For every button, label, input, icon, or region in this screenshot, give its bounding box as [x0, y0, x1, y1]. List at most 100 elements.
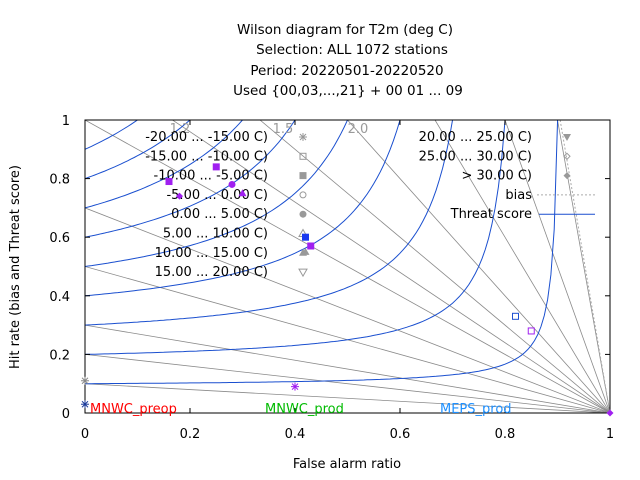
data-point-shape [512, 312, 519, 320]
x-tick-label: 1 [606, 427, 614, 442]
plot-area: 00 0.2 0.2 0.4 0.4 0.6 0.6 0.8 0.8 1 1 1.2 1.5 2.0 -20… [49, 114, 614, 442]
legend-marker [299, 210, 307, 218]
legend-marker-shape [563, 152, 571, 161]
bias-line [85, 324, 610, 413]
bias-line [85, 120, 610, 413]
threat-score-curve [85, 120, 401, 297]
y-tick-label: 0.6 [49, 231, 70, 246]
model-label: MEPS_prod [440, 402, 512, 417]
data-point [165, 178, 173, 186]
bias-line [85, 207, 610, 413]
legend-marker-shape [299, 210, 307, 218]
chart-title: Wilson diagram for T2m (deg C) Selection… [233, 22, 463, 99]
threat-score-curve [85, 120, 244, 209]
legend-label: bias [505, 188, 532, 203]
legend-label: > 30.00 C) [461, 169, 532, 184]
data-point-shape [302, 233, 309, 241]
data-point [238, 189, 247, 197]
legend-marker [299, 152, 307, 160]
x-tick-label: 0.2 [180, 427, 201, 442]
y-tick-label: 0.2 [49, 348, 70, 363]
legend-label: -10.00 ... -5.00 C) [154, 169, 269, 184]
legend-marker-shape [563, 172, 571, 180]
bias-line [557, 120, 610, 413]
legend-label: 0.00 ... 5.00 C) [171, 207, 268, 222]
data-point [291, 382, 299, 391]
threat-score-curve [85, 120, 349, 267]
legend-marker [563, 134, 571, 141]
data-point [81, 400, 89, 409]
bias-line [172, 120, 610, 413]
data-point [301, 247, 310, 255]
data-point [228, 180, 236, 188]
legend-marker-shape [299, 152, 307, 160]
data-point-shape [606, 409, 614, 417]
title-line-4: Used {00,03,...,21} + 00 01 ... 09 [233, 83, 463, 99]
bias-line [504, 120, 610, 413]
legend-label: 10.00 ... 15.00 C) [155, 246, 268, 261]
data-point-shape [527, 327, 535, 335]
legend-marker [563, 152, 571, 161]
bias-line-label: 2.0 [348, 122, 369, 137]
data-point-shape [176, 192, 183, 200]
data-point-shape [228, 180, 236, 188]
x-tick-label: 0.8 [495, 427, 516, 442]
legend-marker-shape [299, 172, 307, 180]
bias-line-dotted [559, 120, 610, 413]
threat-score-curve [85, 120, 559, 385]
legend-marker [299, 172, 307, 180]
y-axis-label: Hit rate (bias and Threat score) [8, 165, 23, 369]
y-tick-label: 1 [62, 114, 70, 129]
bias-line [434, 120, 610, 413]
legend-label: 5.00 ... 10.00 C) [163, 227, 268, 242]
threat-score-curve [85, 120, 296, 238]
data-point [302, 233, 309, 241]
y-tick-label: 0.8 [49, 173, 70, 188]
plot-clipped-group [85, 120, 610, 413]
bias-line [85, 354, 610, 413]
legend-label: Threat score [450, 207, 532, 222]
legend-label: 15.00 ... 20.00 C) [155, 265, 268, 280]
bias-line [85, 383, 610, 413]
threat-score-curve [85, 120, 506, 355]
data-point [512, 312, 519, 320]
threat-score-curve [85, 120, 139, 150]
threat-score-curve [85, 120, 191, 180]
x-tick-label: 0 [81, 427, 89, 442]
data-point [527, 327, 535, 335]
title-line-3: Period: 20220501-20220520 [250, 63, 443, 79]
bias-line-label: 1.5 [273, 122, 294, 137]
data-point-shape [238, 189, 247, 197]
data-point [81, 376, 89, 385]
data-point [606, 409, 614, 417]
data-point [176, 192, 183, 200]
x-tick-label: 0.4 [285, 427, 306, 442]
model-label: MNWC_prod [265, 402, 344, 417]
legend-marker-shape [563, 134, 571, 141]
data-point-shape [301, 247, 310, 255]
title-line-2: Selection: ALL 1072 stations [256, 42, 448, 58]
data-point [307, 242, 315, 250]
data-point-shape [212, 163, 220, 171]
data-point-shape [307, 242, 315, 250]
y-tick-label: 0 [62, 407, 70, 422]
data-point [212, 163, 220, 171]
legend-marker [563, 172, 571, 180]
legend-marker [299, 133, 307, 141]
legend-label: 25.00 ... 30.00 C) [419, 149, 532, 164]
plot-frame [84, 119, 611, 414]
x-tick-label: 0.6 [390, 427, 411, 442]
data-point-stroke [81, 400, 89, 408]
threat-score-curve [85, 120, 454, 326]
legend-marker-stroke [299, 133, 307, 141]
data-point-shape [165, 178, 173, 186]
y-tick-label: 0.4 [49, 290, 70, 305]
title-line-1: Wilson diagram for T2m (deg C) [237, 22, 453, 38]
legend-marker [299, 191, 307, 199]
legend-label: 20.00 ... 25.00 C) [419, 130, 532, 145]
legend-marker [298, 268, 308, 278]
model-label: MNWC_preop [90, 402, 177, 417]
x-axis-label: False alarm ratio [293, 457, 401, 472]
bias-line-label: 1.2 [170, 122, 191, 137]
